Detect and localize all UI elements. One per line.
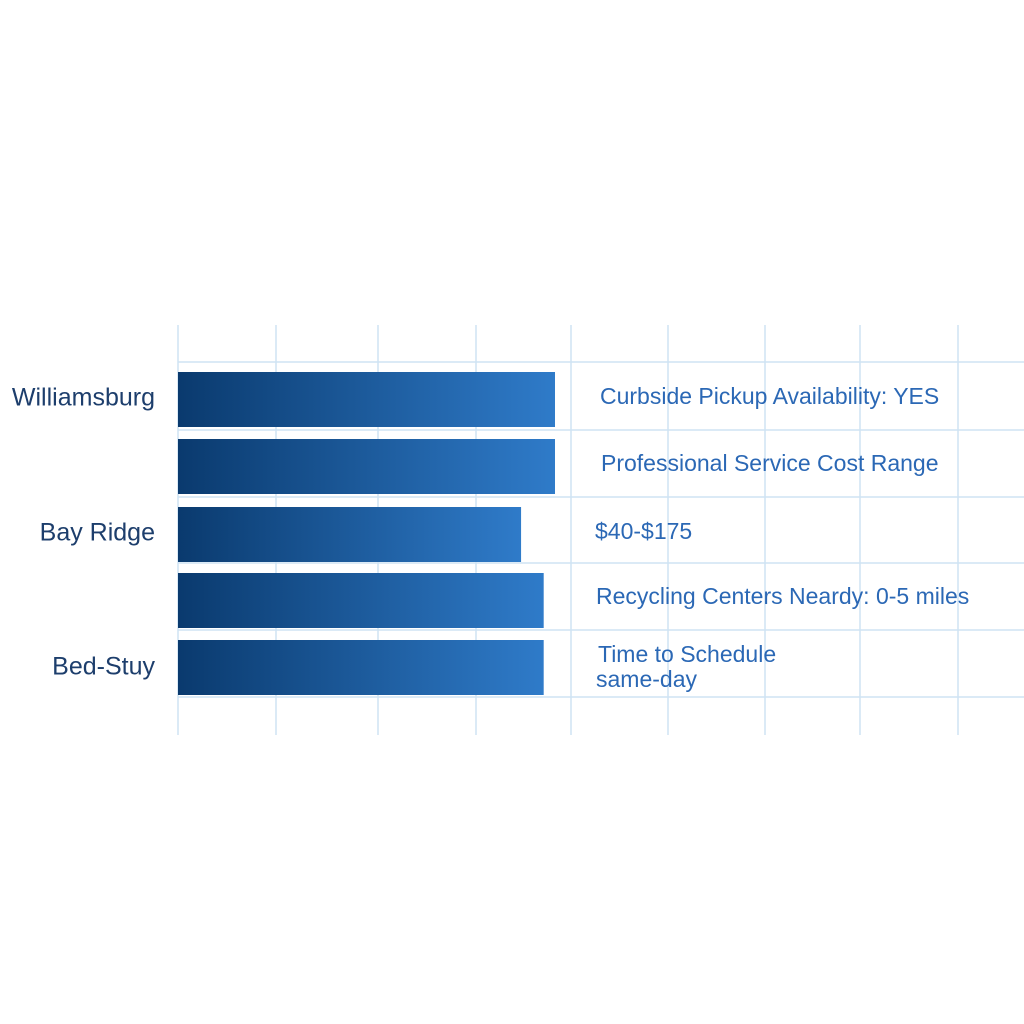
bar-4 — [178, 573, 544, 628]
category-label-bay-ridge: Bay Ridge — [39, 518, 155, 547]
category-label-bed-stuy: Bed-Stuy — [52, 652, 155, 681]
bar-1 — [178, 372, 555, 427]
annotation-schedule-value: same-day — [596, 666, 697, 692]
annotation-curbside: Curbside Pickup Availability: YES — [600, 383, 940, 409]
grid — [177, 325, 1024, 735]
annotation-schedule-title: Time to Schedule — [598, 641, 777, 667]
annotation-cost-range-title: Professional Service Cost Range — [601, 450, 939, 476]
bar-5 — [178, 640, 544, 695]
bars — [178, 372, 555, 695]
bar-3 — [178, 507, 522, 562]
annotation-cost-range-value: $40-$175 — [595, 518, 693, 544]
bar-2 — [178, 439, 555, 494]
annotation-recycling: Recycling Centers Neardy: 0-5 miles — [596, 583, 970, 609]
category-label-williamsburg: Williamsburg — [11, 383, 155, 412]
